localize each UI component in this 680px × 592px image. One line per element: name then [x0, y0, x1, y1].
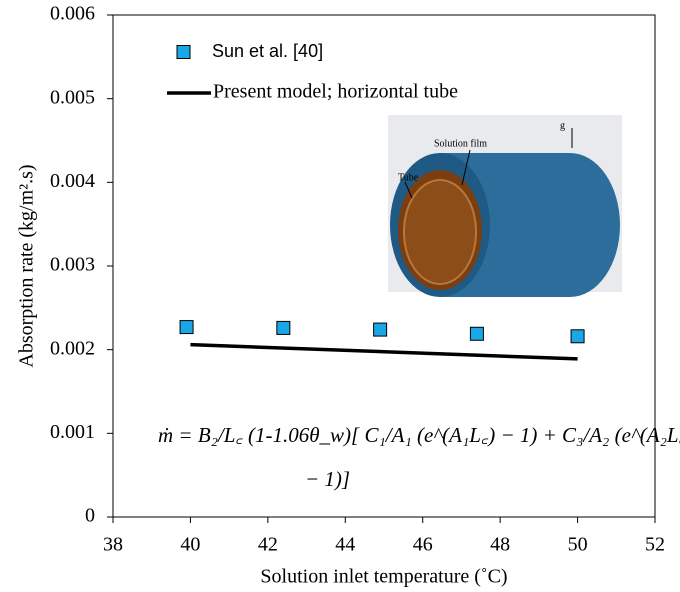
y-tick-label: 0.003 — [50, 254, 95, 276]
data-point — [179, 320, 194, 335]
data-point — [276, 320, 291, 335]
legend-label: Sun et al. [40] — [212, 41, 323, 61]
tube-body — [440, 153, 620, 297]
inset-figure: Solution film Tube g — [388, 115, 622, 297]
x-tick-label: 44 — [335, 534, 355, 556]
x-tick-label: 50 — [568, 534, 588, 556]
tube-inner — [403, 179, 477, 285]
x-tick-label: 40 — [180, 534, 200, 556]
annotation: ṁ = B₂/L꜀ (1-1.06θ_w)[ C₁/A₁ (e^(A₁L꜀) −… — [158, 423, 680, 447]
x-tick-label: 38 — [103, 534, 123, 556]
y-tick-label: 0.002 — [50, 337, 95, 359]
inset-pointer — [461, 149, 471, 186]
x-tick-label: 42 — [258, 534, 278, 556]
x-axis-label: Solution inlet temperature (˚C) — [260, 566, 507, 588]
model-line — [190, 342, 578, 361]
data-point — [373, 322, 388, 337]
y-tick-label: 0.006 — [50, 3, 95, 25]
y-axis-label: Absorption rate (kg/m².s) — [16, 164, 38, 367]
legend-label: Present model; horizontal tube — [213, 81, 458, 103]
x-tick-label: 52 — [645, 534, 665, 556]
annotation: − 1)] — [305, 467, 350, 491]
inset-label: Tube — [398, 172, 419, 183]
y-tick-label: 0.004 — [50, 170, 95, 192]
inset-label: Solution film — [434, 138, 487, 149]
y-tick-label: 0.001 — [50, 421, 95, 443]
x-tick-label: 46 — [413, 534, 433, 556]
data-point — [570, 329, 585, 344]
inset-label: g — [560, 120, 565, 131]
data-point — [469, 326, 484, 341]
legend-marker — [176, 45, 191, 59]
y-tick-label: 0 — [85, 505, 95, 527]
y-tick-label: 0.005 — [50, 86, 95, 108]
x-tick-label: 48 — [490, 534, 510, 556]
inset-pointer — [404, 181, 413, 199]
